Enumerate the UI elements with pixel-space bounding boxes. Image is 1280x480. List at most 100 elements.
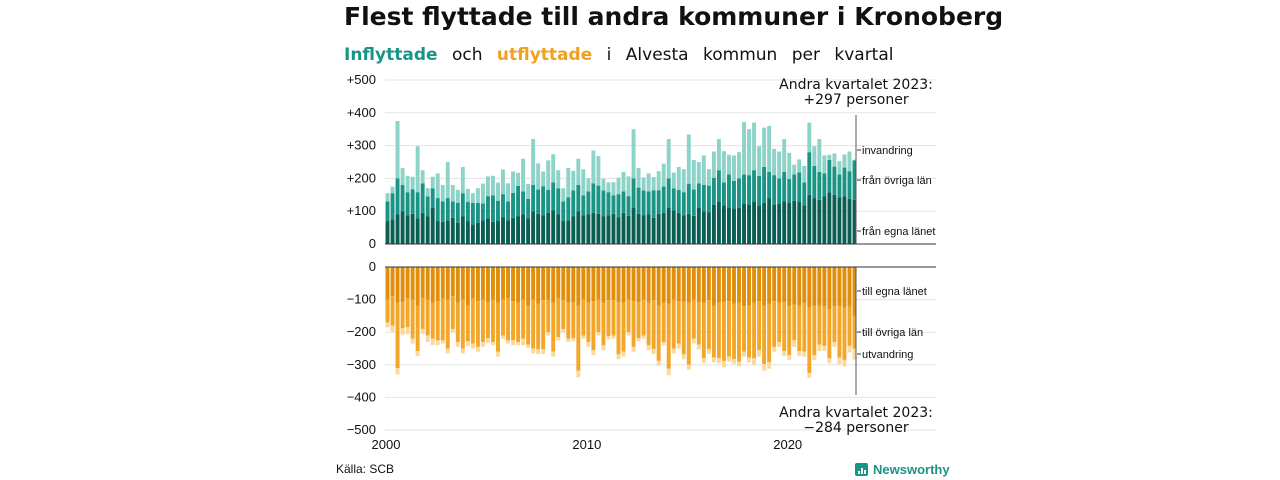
bar-in-segment bbox=[491, 195, 495, 222]
bar-out-segment bbox=[611, 335, 616, 339]
bar-in-segment bbox=[521, 158, 526, 192]
bar-in-segment bbox=[501, 194, 505, 218]
bar-in-segment bbox=[802, 165, 807, 183]
bar-out-segment bbox=[455, 267, 460, 303]
bar-out-segment bbox=[405, 267, 410, 298]
bar-in-segment bbox=[787, 202, 792, 244]
segment-label: från egna länet bbox=[862, 226, 935, 238]
bar-in-segment bbox=[475, 203, 480, 223]
latest-annotation: Andra kvartalet 2023: bbox=[779, 77, 933, 93]
subtitle-kvartal: kvartal bbox=[834, 45, 894, 65]
bar-in-segment bbox=[496, 221, 500, 244]
bar-out-segment bbox=[430, 267, 435, 303]
bar-out-segment bbox=[762, 267, 767, 306]
bar-in-segment bbox=[415, 218, 420, 244]
bar-in-segment bbox=[646, 191, 651, 215]
bar-out-segment bbox=[385, 267, 390, 300]
bar-out-segment bbox=[847, 267, 852, 307]
bar-in-segment bbox=[581, 169, 586, 196]
bar-in-segment bbox=[732, 208, 736, 244]
bar-out-segment bbox=[636, 338, 641, 342]
bar-out-segment bbox=[405, 327, 410, 334]
bar-in-segment bbox=[827, 192, 832, 244]
bar-out-segment bbox=[641, 299, 646, 336]
bar-in-segment bbox=[576, 158, 581, 185]
bar-in-segment bbox=[591, 212, 596, 244]
bar-in-segment bbox=[480, 220, 485, 244]
bar-out-segment bbox=[561, 328, 566, 333]
bar-out-segment bbox=[752, 267, 757, 303]
bar-in-segment bbox=[551, 154, 556, 183]
bar-out-segment bbox=[646, 267, 651, 303]
bar-out-segment bbox=[551, 302, 556, 352]
bar-out-segment bbox=[440, 340, 445, 344]
y-tick-out: −100 bbox=[347, 292, 376, 307]
newsworthy-logo[interactable]: Newsworthy bbox=[855, 462, 950, 477]
bar-out-segment bbox=[460, 299, 465, 349]
bar-out-segment bbox=[420, 297, 425, 329]
bar-in-segment bbox=[445, 162, 450, 199]
bar-out-segment bbox=[536, 303, 541, 350]
bar-in-segment bbox=[581, 215, 586, 244]
bar-out-segment bbox=[842, 307, 847, 360]
bar-in-segment bbox=[521, 214, 526, 244]
bar-in-segment bbox=[621, 191, 626, 213]
bar-in-segment bbox=[591, 150, 596, 184]
bar-in-segment bbox=[706, 185, 711, 213]
bar-out-segment bbox=[596, 332, 601, 336]
bar-out-segment bbox=[581, 335, 586, 339]
bar-out-segment bbox=[691, 299, 696, 339]
bar-in-segment bbox=[576, 184, 581, 212]
bar-out-segment bbox=[767, 362, 772, 369]
bar-out-segment bbox=[541, 300, 546, 350]
bar-in-segment bbox=[470, 224, 475, 244]
bar-out-segment bbox=[797, 267, 802, 306]
bar-in-segment bbox=[721, 205, 726, 244]
bar-in-segment bbox=[395, 121, 400, 179]
bar-out-segment bbox=[601, 267, 606, 303]
bar-in-segment bbox=[842, 167, 847, 197]
bar-in-segment bbox=[606, 192, 611, 216]
bar-in-segment bbox=[506, 220, 510, 244]
bar-out-segment bbox=[581, 299, 586, 336]
bar-out-segment bbox=[435, 301, 440, 341]
bar-in-segment bbox=[737, 207, 741, 244]
bar-out-segment bbox=[782, 302, 787, 352]
bar-out-segment bbox=[491, 299, 495, 342]
bar-out-segment bbox=[491, 267, 495, 300]
bar-out-segment bbox=[742, 267, 746, 307]
bar-in-segment bbox=[772, 204, 777, 244]
bar-in-segment bbox=[511, 217, 515, 244]
bar-in-segment bbox=[671, 210, 676, 244]
bar-out-segment bbox=[601, 302, 606, 346]
bar-out-segment bbox=[772, 301, 777, 347]
bar-in-segment bbox=[556, 170, 561, 189]
bar-in-segment bbox=[832, 153, 837, 167]
bar-in-segment bbox=[711, 177, 716, 205]
bar-in-segment bbox=[696, 207, 701, 244]
bar-in-segment bbox=[405, 192, 410, 216]
bar-out-segment bbox=[415, 305, 420, 352]
bar-out-segment bbox=[425, 267, 430, 300]
bar-in-segment bbox=[681, 215, 686, 244]
bar-in-segment bbox=[516, 185, 521, 217]
bar-in-segment bbox=[611, 195, 616, 214]
bar-in-segment bbox=[400, 184, 405, 212]
bar-in-segment bbox=[837, 197, 842, 244]
latest-annotation: −284 personer bbox=[803, 420, 909, 436]
bar-in-segment bbox=[727, 174, 731, 208]
bar-in-segment bbox=[626, 215, 631, 244]
bar-out-segment bbox=[626, 299, 631, 333]
bar-out-segment bbox=[400, 267, 405, 303]
bar-out-segment bbox=[661, 341, 666, 346]
bar-in-segment bbox=[385, 201, 390, 222]
bar-in-segment bbox=[485, 196, 490, 219]
bar-out-segment bbox=[651, 349, 656, 355]
bar-in-segment bbox=[711, 151, 716, 178]
bar-in-segment bbox=[480, 183, 485, 204]
bar-in-segment bbox=[782, 139, 787, 172]
bar-out-segment bbox=[807, 267, 812, 308]
x-tick: 2000 bbox=[372, 437, 401, 452]
bar-out-segment bbox=[777, 341, 782, 347]
bar-out-segment bbox=[435, 340, 440, 346]
